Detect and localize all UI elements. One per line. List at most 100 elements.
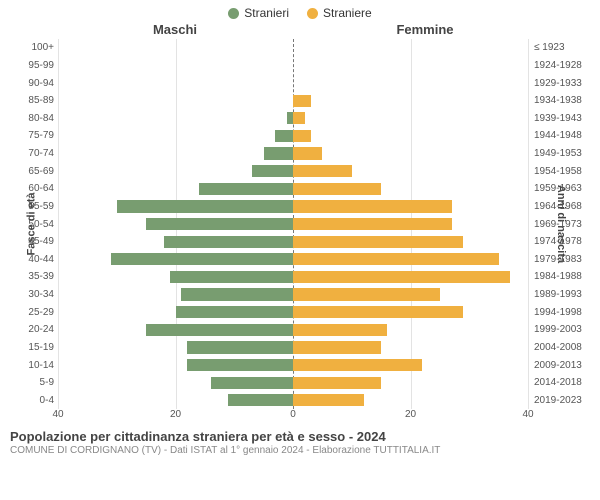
female-bar — [293, 377, 381, 389]
year-labels: ≤ 19231924-19281929-19331934-19381939-19… — [530, 39, 598, 409]
bar-row — [58, 39, 528, 57]
male-bar — [170, 271, 293, 283]
age-labels: 100+95-9990-9485-8980-8475-7970-7465-696… — [4, 39, 58, 409]
bar-row — [58, 198, 528, 216]
year-label: 1959-1963 — [530, 180, 598, 198]
year-label: 1974-1978 — [530, 233, 598, 251]
female-bar — [293, 200, 452, 212]
year-label: 1954-1958 — [530, 162, 598, 180]
age-label: 0-4 — [4, 392, 58, 410]
bar-row — [58, 321, 528, 339]
bar-row — [58, 268, 528, 286]
legend: Stranieri Straniere — [0, 0, 600, 20]
year-label: 1949-1953 — [530, 145, 598, 163]
age-label: 50-54 — [4, 215, 58, 233]
legend-item: Stranieri — [228, 6, 289, 20]
year-label: 1939-1943 — [530, 110, 598, 128]
bar-row — [58, 251, 528, 269]
bar-row — [58, 392, 528, 410]
year-label: 2004-2008 — [530, 339, 598, 357]
bar-row — [58, 110, 528, 128]
age-label: 95-99 — [4, 57, 58, 75]
male-bar — [146, 324, 293, 336]
female-bar — [293, 236, 463, 248]
female-bar — [293, 253, 499, 265]
header-male: Maschi — [0, 22, 300, 37]
female-bar — [293, 165, 352, 177]
year-label: 1999-2003 — [530, 321, 598, 339]
bar-row — [58, 145, 528, 163]
bar-row — [58, 374, 528, 392]
female-bar — [293, 288, 440, 300]
age-label: 80-84 — [4, 110, 58, 128]
female-bar — [293, 271, 510, 283]
x-tick-label: 0 — [290, 409, 296, 420]
bar-row — [58, 286, 528, 304]
year-label: 2009-2013 — [530, 356, 598, 374]
age-label: 60-64 — [4, 180, 58, 198]
legend-swatch — [228, 8, 239, 19]
population-pyramid-chart: Stranieri Straniere Maschi Femmine Fasce … — [0, 0, 600, 500]
male-bar — [111, 253, 293, 265]
year-label: 1934-1938 — [530, 92, 598, 110]
x-tick-label: 40 — [52, 409, 63, 420]
male-bar — [252, 165, 293, 177]
age-label: 85-89 — [4, 92, 58, 110]
year-label: 1924-1928 — [530, 57, 598, 75]
bar-row — [58, 127, 528, 145]
bar-row — [58, 215, 528, 233]
male-bar — [146, 218, 293, 230]
plot-outer: Fasce di età Anni di nascita 100+95-9990… — [0, 39, 600, 409]
male-bar — [187, 359, 293, 371]
bar-rows — [58, 39, 528, 409]
legend-item: Straniere — [307, 6, 372, 20]
chart-footer: Popolazione per cittadinanza straniera p… — [0, 429, 600, 456]
age-label: 100+ — [4, 39, 58, 57]
year-label: 1984-1988 — [530, 268, 598, 286]
age-label: 70-74 — [4, 145, 58, 163]
x-tick-label: 40 — [522, 409, 533, 420]
female-bar — [293, 306, 463, 318]
year-label: ≤ 1923 — [530, 39, 598, 57]
age-label: 15-19 — [4, 339, 58, 357]
legend-swatch — [307, 8, 318, 19]
bar-row — [58, 162, 528, 180]
female-bar — [293, 394, 364, 406]
female-bar — [293, 341, 381, 353]
year-label: 1994-1998 — [530, 303, 598, 321]
male-bar — [264, 147, 293, 159]
year-label: 1944-1948 — [530, 127, 598, 145]
age-label: 75-79 — [4, 127, 58, 145]
female-bar — [293, 130, 311, 142]
age-label: 5-9 — [4, 374, 58, 392]
female-bar — [293, 218, 452, 230]
legend-label: Straniere — [323, 6, 372, 20]
year-label: 1969-1973 — [530, 215, 598, 233]
male-bar — [211, 377, 293, 389]
year-label: 1989-1993 — [530, 286, 598, 304]
bar-row — [58, 303, 528, 321]
age-label: 25-29 — [4, 303, 58, 321]
legend-label: Stranieri — [244, 6, 289, 20]
year-label: 2019-2023 — [530, 392, 598, 410]
age-label: 10-14 — [4, 356, 58, 374]
male-bar — [181, 288, 293, 300]
age-label: 40-44 — [4, 251, 58, 269]
age-label: 55-59 — [4, 198, 58, 216]
male-bar — [199, 183, 293, 195]
year-label: 2014-2018 — [530, 374, 598, 392]
age-label: 65-69 — [4, 162, 58, 180]
year-label: 1964-1968 — [530, 198, 598, 216]
chart-title: Popolazione per cittadinanza straniera p… — [10, 429, 600, 444]
x-axis-ticks: 402002040 — [58, 409, 528, 425]
bar-row — [58, 356, 528, 374]
bar-row — [58, 339, 528, 357]
bar-row — [58, 57, 528, 75]
female-bar — [293, 359, 422, 371]
age-label: 35-39 — [4, 268, 58, 286]
bar-row — [58, 233, 528, 251]
female-bar — [293, 147, 322, 159]
header-female: Femmine — [300, 22, 600, 37]
female-bar — [293, 183, 381, 195]
male-bar — [164, 236, 293, 248]
